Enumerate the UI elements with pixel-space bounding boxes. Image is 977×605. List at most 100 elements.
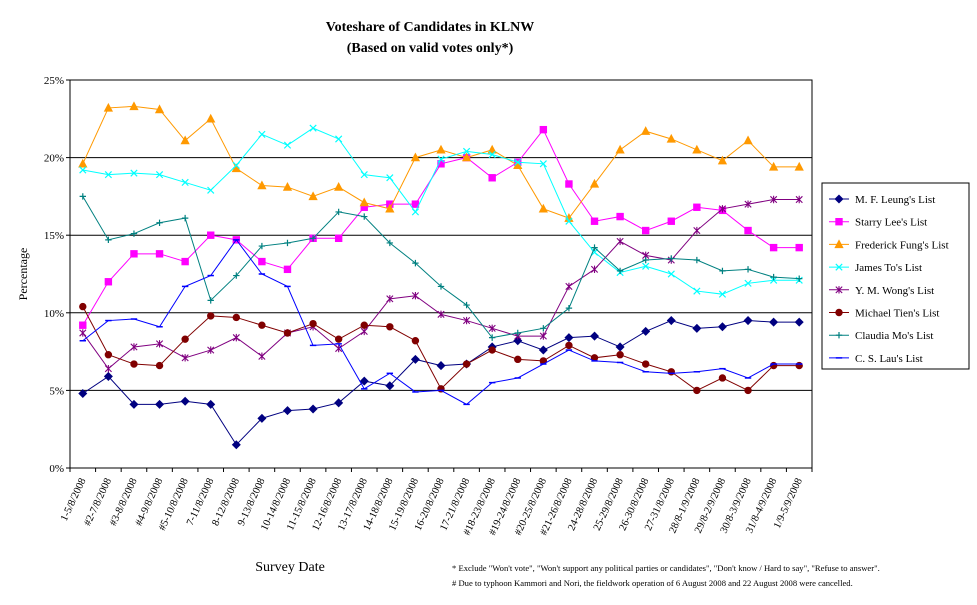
- legend-label: Frederick Fung's List: [855, 239, 949, 251]
- data-point: [181, 214, 189, 222]
- data-point: [232, 161, 240, 169]
- y-axis-label: Percentage: [16, 248, 30, 301]
- data-point: [488, 334, 496, 341]
- data-point: [309, 124, 317, 132]
- data-point: [79, 166, 87, 174]
- y-tick-label: 25%: [44, 75, 64, 87]
- data-point: [130, 250, 138, 258]
- data-point: [385, 381, 395, 391]
- legend-label: Claudia Mo's List: [855, 330, 933, 342]
- data-point: [717, 322, 727, 332]
- legend-entry: Frederick Fung's List: [829, 239, 949, 251]
- data-point: [334, 182, 344, 191]
- data-point: [309, 235, 317, 242]
- data-point: [718, 290, 727, 298]
- data-point: [105, 236, 112, 244]
- data-point: [181, 257, 189, 266]
- data-point: [130, 230, 138, 237]
- data-point: [718, 374, 727, 382]
- data-point: [410, 152, 421, 162]
- data-point: [718, 205, 727, 213]
- data-point: [462, 147, 471, 156]
- legend: M. F. Leung's List Starry Lee's List Frede…: [821, 182, 970, 370]
- chart-title: Voteshare of Candidates in KLNW: [325, 20, 535, 35]
- y-tick-label: 0%: [49, 463, 64, 475]
- data-point: [283, 141, 292, 149]
- data-point: [768, 161, 779, 171]
- data-point: [539, 160, 547, 168]
- data-point: [155, 250, 164, 258]
- legend-label: M. F. Leung's List: [855, 194, 935, 206]
- data-point: [335, 208, 342, 216]
- series-line: [82, 320, 800, 446]
- data-point: [231, 440, 241, 450]
- data-point: [334, 234, 343, 243]
- data-point: [514, 355, 522, 364]
- data-point: [258, 130, 266, 138]
- data-point: [667, 217, 675, 225]
- data-point: [155, 340, 164, 348]
- data-point: [335, 135, 343, 143]
- data-point: [538, 345, 548, 355]
- legend-label: Starry Lee's List: [855, 217, 927, 229]
- data-point: [590, 265, 599, 274]
- data-point: [411, 200, 420, 208]
- data-point: [590, 331, 600, 341]
- data-point: [835, 332, 843, 339]
- data-point: [233, 272, 240, 279]
- data-point: [539, 332, 547, 340]
- data-point: [693, 256, 701, 264]
- data-point: [334, 398, 344, 408]
- data-point: [207, 186, 215, 194]
- data-point: [743, 135, 753, 145]
- series-layer: [78, 101, 804, 450]
- data-point: [693, 226, 701, 235]
- data-point: [437, 283, 445, 290]
- data-point: [104, 278, 113, 286]
- data-point: [642, 262, 650, 270]
- data-point: [540, 325, 547, 332]
- data-point: [666, 316, 676, 326]
- data-point: [835, 218, 843, 226]
- footnote-exclusions: * Exclude "Won't vote", "Won't support a…: [452, 563, 880, 573]
- data-point: [437, 155, 445, 163]
- data-point: [488, 324, 496, 333]
- y-axis-ticks: 0% 5% 10% 15% 20% 25%: [44, 75, 70, 475]
- data-point: [667, 270, 675, 278]
- x-tick-label: 1-5/8/2008: [59, 477, 88, 523]
- data-point: [668, 255, 675, 262]
- data-point: [386, 295, 394, 303]
- data-point: [436, 361, 446, 371]
- data-point: [104, 171, 113, 179]
- data-point: [283, 265, 292, 274]
- data-point: [79, 321, 87, 329]
- data-point: [181, 354, 189, 362]
- legend-entry: James To's List: [829, 262, 922, 274]
- data-point: [385, 203, 395, 213]
- data-point: [207, 312, 215, 320]
- series-line: [82, 239, 800, 405]
- data-point: [835, 263, 843, 271]
- y-tick-label: 15%: [44, 230, 64, 242]
- data-point: [437, 160, 445, 168]
- data-point: [386, 174, 394, 182]
- y-tick-label: 20%: [44, 153, 64, 165]
- data-point: [129, 101, 139, 111]
- data-point: [360, 327, 368, 336]
- data-point: [795, 195, 803, 204]
- data-point: [335, 344, 343, 353]
- data-point: [717, 155, 728, 165]
- data-point: [207, 231, 215, 239]
- data-point: [769, 243, 778, 252]
- data-point: [591, 244, 598, 251]
- data-point: [181, 178, 189, 187]
- data-point: [794, 161, 804, 171]
- data-point: [78, 158, 88, 168]
- data-point: [361, 213, 368, 220]
- data-point: [834, 194, 844, 204]
- data-point: [130, 343, 138, 351]
- data-point: [565, 341, 573, 350]
- data-point: [616, 237, 624, 246]
- data-point: [411, 208, 420, 216]
